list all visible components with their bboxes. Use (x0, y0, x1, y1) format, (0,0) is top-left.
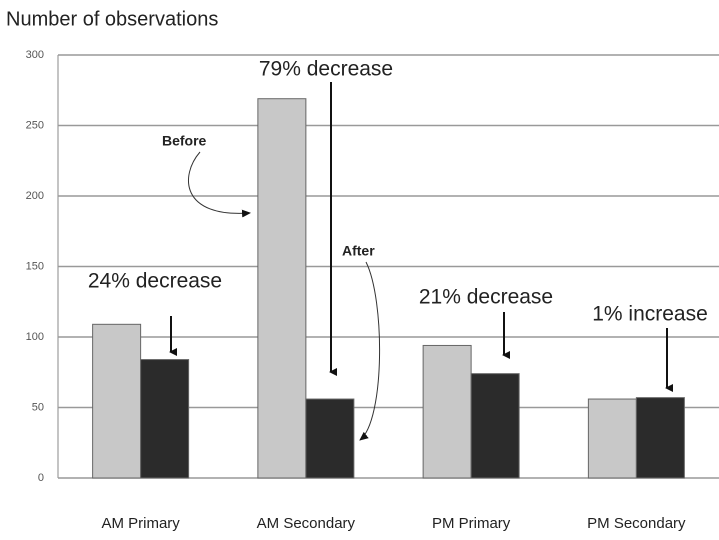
annotation: 21% decrease (419, 286, 553, 309)
annotation: 1% increase (592, 303, 708, 326)
bar (92, 323, 142, 479)
x-tick-label: AM Secondary (257, 515, 356, 532)
y-tick-label: 0 (38, 472, 44, 484)
annotation: 79% decrease (259, 58, 393, 81)
series-label: After (342, 243, 375, 259)
bar (422, 344, 472, 479)
y-tick-label: 250 (26, 119, 44, 131)
bar (140, 359, 190, 479)
bar (470, 373, 520, 479)
y-tick-label: 300 (26, 49, 44, 61)
series-label: Before (162, 133, 207, 149)
arrow (188, 151, 251, 218)
x-tick-label: PM Secondary (587, 515, 686, 532)
y-tick-label: 200 (26, 190, 44, 202)
y-tick-label: 150 (26, 260, 44, 272)
arrow (359, 261, 380, 441)
annotation: 24% decrease (88, 270, 222, 293)
x-tick-label: PM Primary (432, 515, 511, 532)
x-tick-label: AM Primary (101, 515, 180, 532)
y-tick-label: 50 (32, 401, 44, 413)
bar (635, 397, 685, 479)
bar (305, 398, 355, 479)
chart-title: Number of observations (6, 8, 218, 30)
y-tick-label: 100 (26, 331, 44, 343)
bar (257, 98, 307, 479)
bar (587, 398, 637, 479)
